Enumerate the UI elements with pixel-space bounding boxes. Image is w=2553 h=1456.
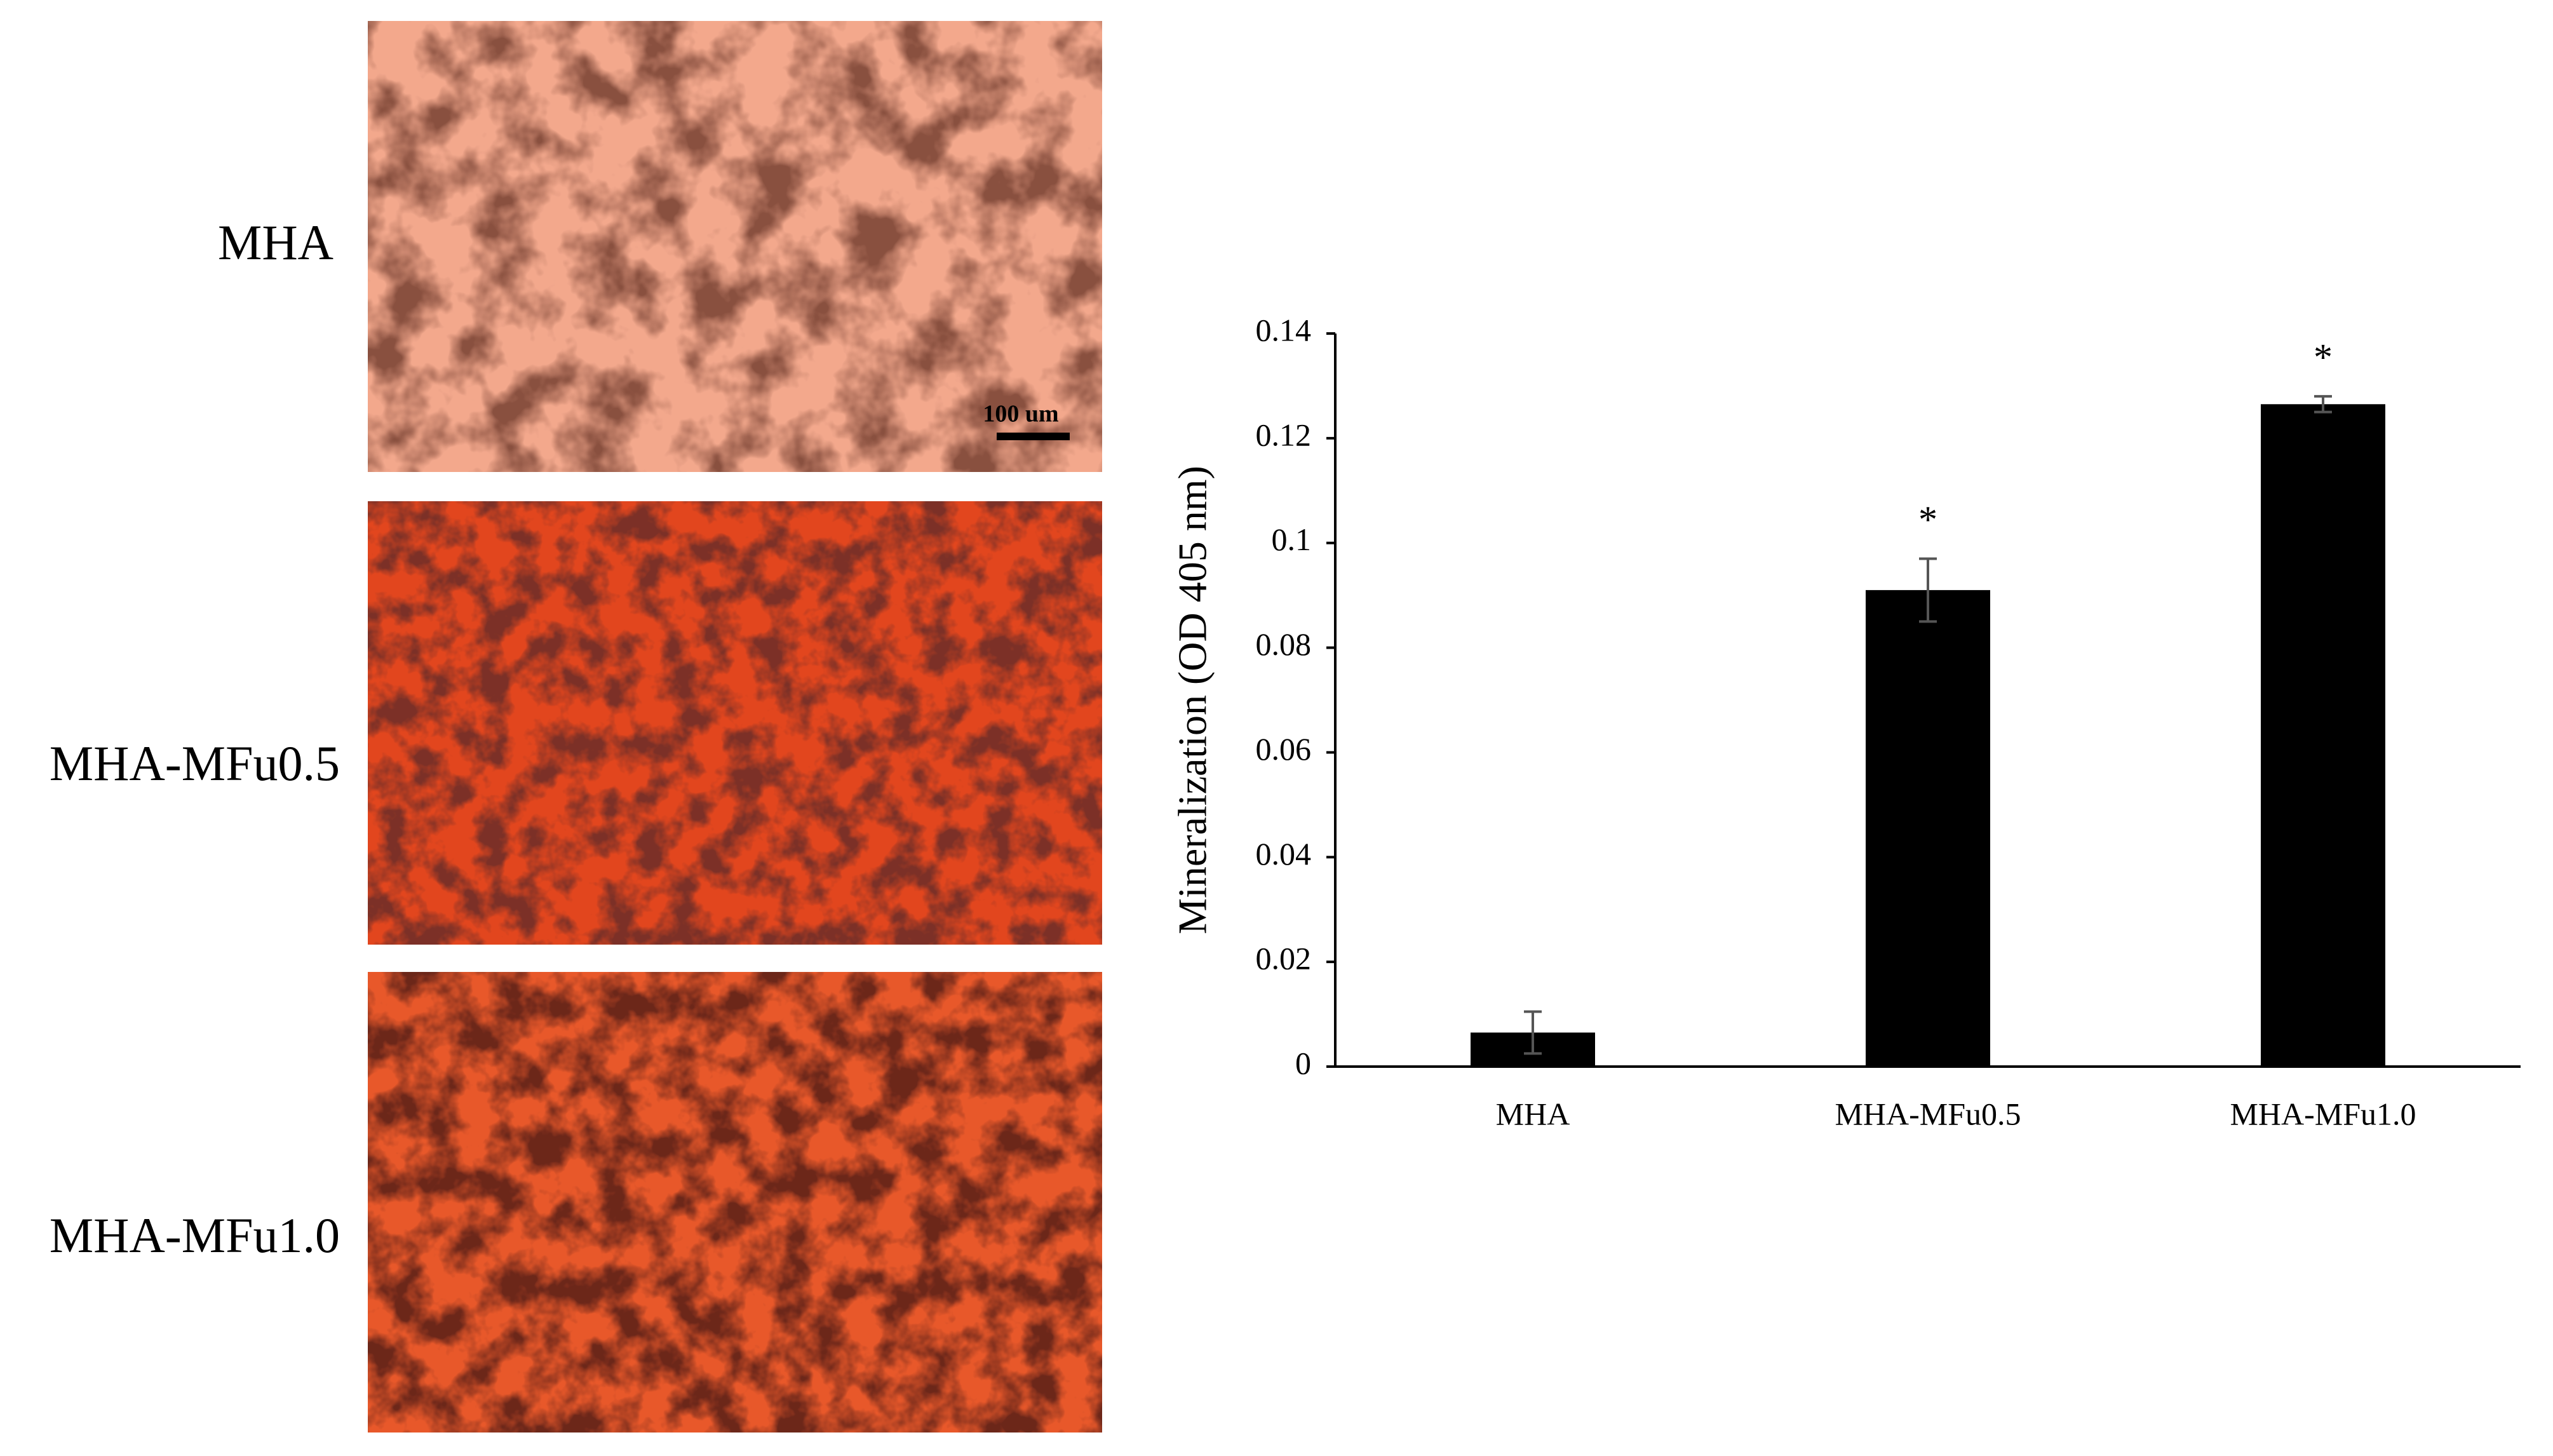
- x-tick-label: MHA-MFu0.5: [1835, 1096, 2021, 1131]
- micrograph-1: [368, 21, 1102, 472]
- y-tick-label: 0: [1295, 1045, 1311, 1081]
- y-axis-label: Mineralization (OD 405 nm): [1170, 466, 1215, 934]
- y-tick-label: 0.12: [1256, 417, 1312, 452]
- scale-bar: [997, 433, 1070, 440]
- bar: [1866, 590, 1990, 1067]
- micrograph-3: [368, 972, 1102, 1432]
- y-tick-label: 0.14: [1256, 312, 1312, 347]
- panel-label: MHA: [218, 215, 333, 270]
- x-tick-label: MHA-MFu1.0: [2230, 1096, 2416, 1131]
- micrograph-2: [368, 501, 1102, 945]
- significance-marker: *: [1918, 499, 1937, 541]
- y-tick-label: 0.1: [1272, 522, 1312, 557]
- scale-bar-label: 100 um: [983, 401, 1058, 428]
- y-tick-label: 0.08: [1256, 626, 1312, 662]
- bar: [2261, 404, 2385, 1067]
- x-tick-label: MHA: [1496, 1096, 1570, 1131]
- significance-marker: *: [2314, 337, 2333, 379]
- y-tick-label: 0.06: [1256, 731, 1312, 767]
- panel-label: MHA-MFu0.5: [50, 736, 340, 791]
- y-tick-label: 0.04: [1256, 836, 1312, 872]
- panel-label: MHA-MFu1.0: [50, 1208, 340, 1263]
- y-tick-label: 0.02: [1256, 941, 1312, 976]
